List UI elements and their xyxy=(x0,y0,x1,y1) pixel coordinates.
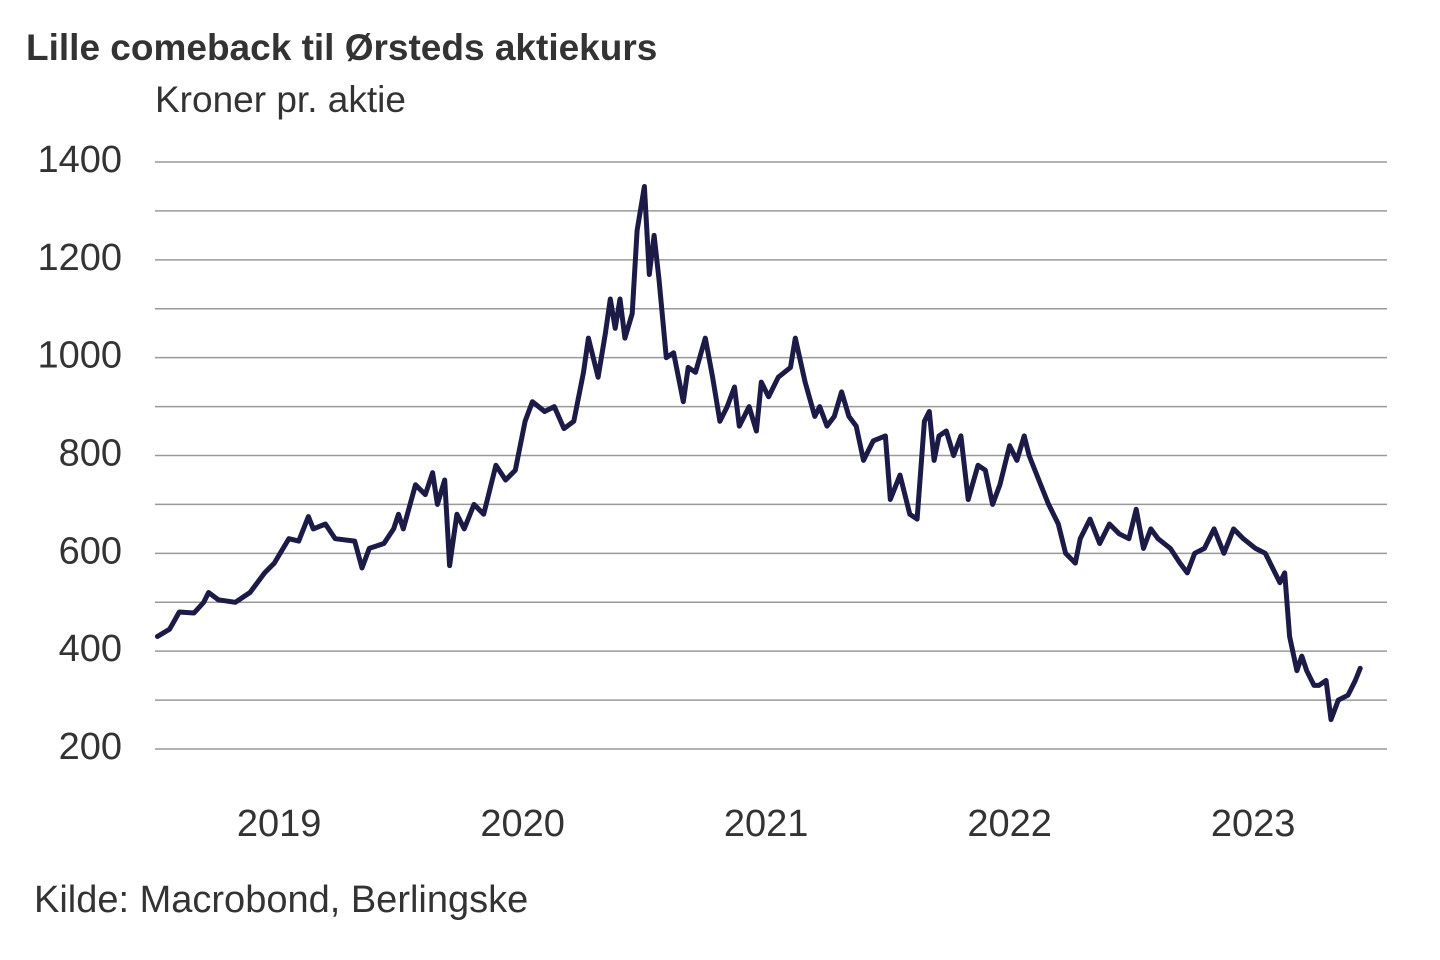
x-tick-label: 2023 xyxy=(1211,803,1296,845)
y-tick-label: 1400 xyxy=(37,139,122,181)
chart-subtitle: Kroner pr. aktie xyxy=(155,79,406,120)
price-line xyxy=(154,184,1363,723)
x-tick-label: 2020 xyxy=(480,803,565,845)
y-tick-label: 200 xyxy=(59,726,122,768)
y-tick-label: 400 xyxy=(59,628,122,670)
x-tick-label: 2019 xyxy=(237,803,322,845)
y-tick-label: 800 xyxy=(59,433,122,475)
chart-title: Lille comeback til Ørsteds aktiekurs xyxy=(26,27,657,68)
y-tick-label: 600 xyxy=(59,530,122,572)
y-tick-label: 1200 xyxy=(37,237,122,279)
x-tick-label: 2022 xyxy=(967,803,1052,845)
x-tick-label: 2021 xyxy=(724,803,809,845)
source: Kilde: Macrobond, Berlingske xyxy=(34,879,528,921)
y-tick-label: 1000 xyxy=(37,335,122,377)
